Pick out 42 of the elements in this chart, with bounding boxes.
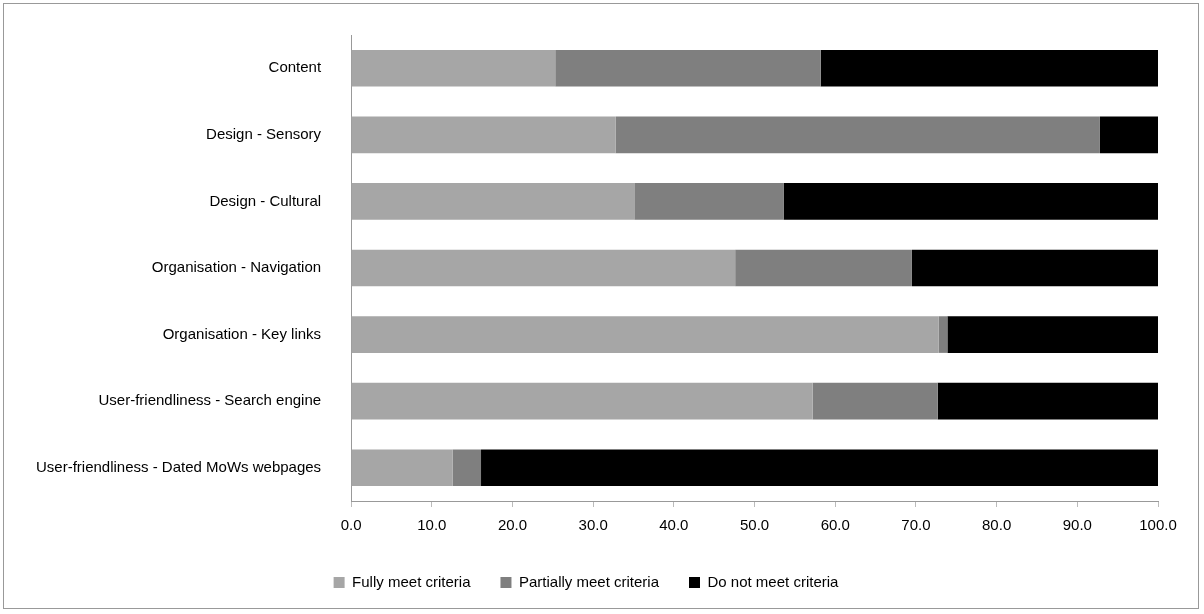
bar bbox=[812, 382, 938, 420]
bar bbox=[911, 249, 1158, 287]
x-tick-label: 70.0 bbox=[901, 516, 931, 534]
bar bbox=[615, 116, 1100, 154]
bar bbox=[1099, 116, 1158, 154]
bar bbox=[351, 449, 453, 487]
x-tick-label: 20.0 bbox=[497, 516, 528, 534]
bar bbox=[351, 183, 635, 220]
x-tick-label: 50.0 bbox=[739, 516, 770, 534]
x-tick-label: 80.0 bbox=[982, 516, 1012, 534]
y-tick-label: Design - Cultural bbox=[209, 191, 322, 209]
x-tick-label: 40.0 bbox=[659, 516, 689, 534]
y-tick-label: User-friendliness - Dated MoWs webpages bbox=[35, 457, 322, 475]
bar bbox=[351, 249, 736, 287]
bar bbox=[634, 183, 784, 220]
x-tick-label: 90.0 bbox=[1062, 516, 1092, 534]
bar bbox=[481, 449, 1158, 487]
x-tick-label: 60.0 bbox=[820, 516, 850, 534]
y-tick-label: User-friendliness - Search engine bbox=[98, 391, 322, 409]
bar bbox=[820, 49, 1158, 87]
bar bbox=[351, 382, 813, 420]
bar bbox=[351, 49, 556, 87]
legend-label: Fully meet criteria bbox=[352, 572, 472, 590]
x-tick-label: 100.0 bbox=[1139, 516, 1177, 534]
bar bbox=[783, 183, 1158, 220]
x-tick-label: 0.0 bbox=[340, 516, 362, 534]
bar bbox=[555, 49, 821, 87]
y-tick-label: Organisation - Key links bbox=[162, 324, 322, 342]
legend-label: Do not meet criteria bbox=[707, 572, 840, 590]
bar bbox=[735, 249, 912, 287]
y-tick-label: Organisation - Navigation bbox=[151, 258, 322, 276]
x-tick-label: 30.0 bbox=[578, 516, 608, 534]
legend-label: Partially meet criteria bbox=[518, 572, 660, 590]
bar bbox=[452, 449, 482, 487]
bar bbox=[937, 382, 1158, 420]
x-tick-label: 10.0 bbox=[417, 516, 447, 534]
bar bbox=[351, 316, 939, 353]
bar bbox=[351, 116, 616, 154]
bar bbox=[938, 316, 948, 353]
bar bbox=[947, 316, 1158, 353]
y-tick-label: Design - Sensory bbox=[206, 125, 322, 142]
y-tick-label: Content bbox=[268, 58, 322, 76]
